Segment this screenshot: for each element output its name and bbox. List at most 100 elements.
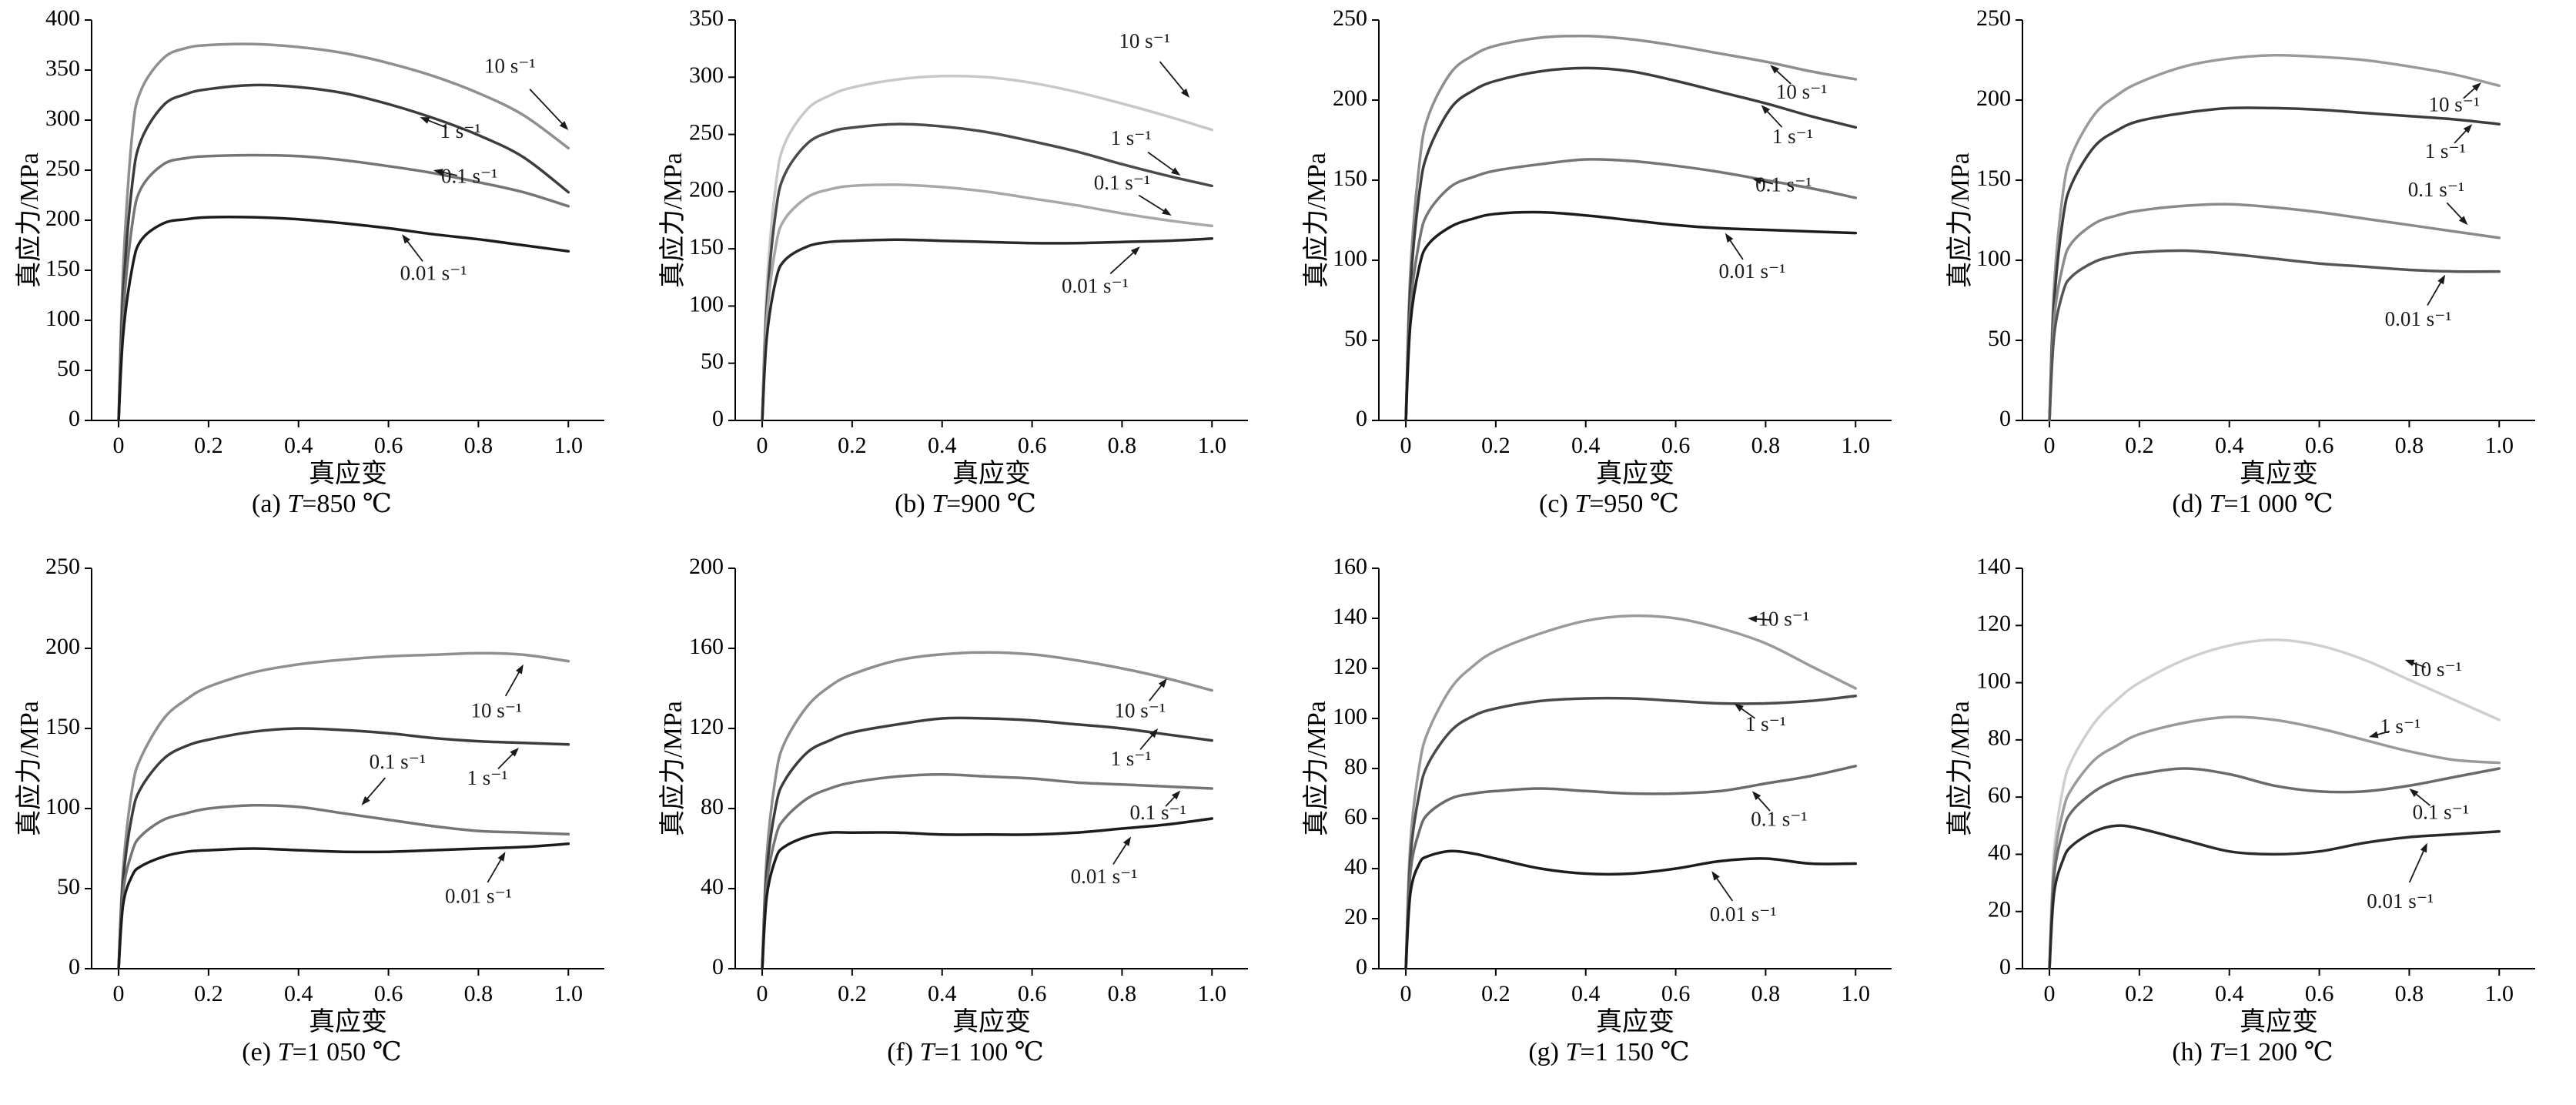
x-tick-label: 0.4 [1571,433,1601,458]
annotation-arrow [1165,795,1176,807]
series-line-1 s⁻¹ [2048,106,2501,422]
y-axis-label: 真应力/MPa [1945,701,1975,836]
panel-caption: (e) T=1 050 ℃ [242,1038,402,1066]
y-tick-label: 250 [45,156,80,181]
annotation-arrow [2454,129,2468,144]
y-tick-label: 200 [45,634,80,659]
x-axis-label: 真应变 [952,459,1031,487]
panel-chart-d: 0 50 100 150 200 250 0 0.2 0.4 0.6 0.8 1.0 真应变 真应力/MP… [1945,5,2535,487]
x-tick-label: 0.6 [1018,433,1047,458]
annotation-arrow [2414,792,2430,806]
annotation-label: 0.01 s⁻¹ [1071,865,1138,888]
y-tick-label: 400 [45,5,80,31]
annotation-arrow [1728,238,1744,260]
y-axis-label: 真应力/MPa [1945,152,1975,288]
annotation-label: 1 s⁻¹ [1111,747,1152,770]
annotation-label: 0.01 s⁻¹ [1710,902,1777,926]
series-line-10 s⁻¹ [1404,614,1858,970]
y-tick-label: 120 [689,714,724,739]
y-tick-label: 50 [57,356,80,381]
annotation-arrowhead [1149,728,1159,738]
annotation-arrowhead [2437,274,2446,285]
annotation-arrowhead [1711,871,1720,881]
y-tick-label: 200 [689,177,724,203]
annotation-label: 0.01 s⁻¹ [2385,307,2452,330]
annotation-arrow [504,670,521,697]
x-tick-label: 0 [113,433,125,458]
series-line-0.01 s⁻¹ [1404,210,1858,422]
series-line-10 s⁻¹ [1404,34,1858,422]
series-line-0.1 s⁻¹ [2048,203,2501,422]
y-tick-label: 60 [1344,804,1367,829]
y-tick-label: 150 [45,256,80,281]
annotation-arrow [1775,69,1791,85]
series-line-0.1 s⁻¹ [1404,765,1858,970]
annotation-arrow [2446,202,2464,221]
series-line-0.1 s⁻¹ [1404,158,1858,422]
x-tick-label: 0 [113,981,125,1006]
series-line-0.1 s⁻¹ [761,773,1214,970]
annotation-arrowhead [2404,659,2415,667]
panel-caption: (a) T=850 ℃ [252,490,392,518]
y-tick-label: 300 [689,62,724,88]
annotation-label: 0.01 s⁻¹ [2367,889,2434,912]
x-tick-label: 0 [1400,981,1412,1006]
y-tick-label: 250 [1976,5,2011,31]
annotation-label: 0.1 s⁻¹ [441,165,497,188]
annotation-arrow [1109,250,1136,275]
annotation-arrow [1112,842,1129,865]
series-line-1 s⁻¹ [1404,695,1858,970]
x-tick-label: 0.2 [1481,981,1510,1006]
annotation-arrow [1756,795,1771,812]
annotation-label: 1 s⁻¹ [1745,712,1786,735]
annotation-arrow [426,119,447,129]
y-tick-label: 160 [1333,554,1367,579]
series-line-1 s⁻¹ [117,727,570,970]
y-tick-label: 0 [1999,954,2011,979]
panel-a: 0 50 100 150 200 250 300 350 400 0 0.2 0.4 0.6 0.8 1.0… [0,3,644,551]
series-line-0.1 s⁻¹ [117,803,570,970]
annotation-arrowhead [1748,615,1758,623]
y-tick-label: 0 [1356,954,1367,979]
x-axis-label: 真应变 [1596,459,1674,487]
y-axis-label: 真应力/MPa [658,701,687,836]
x-axis-label: 真应变 [2240,1007,2318,1035]
series-line-0.01 s⁻¹ [117,842,570,970]
annotation-label: 10 s⁻¹ [484,55,536,78]
annotation-arrowhead [1180,88,1190,99]
annotation-label: 10 s⁻¹ [1119,29,1170,52]
annotation-label: 0.1 s⁻¹ [2413,801,2469,824]
annotation-arrowhead [1158,678,1167,688]
annotation-arrow [1754,618,1771,621]
annotation-arrow [1765,109,1783,128]
panel-caption: (c) T=950 ℃ [1539,490,1679,518]
y-tick-label: 0 [1356,406,1367,431]
y-tick-label: 140 [1333,604,1367,629]
x-tick-label: 0.6 [374,433,403,458]
x-tick-label: 1.0 [554,981,584,1006]
x-tick-label: 1.0 [1842,433,1871,458]
y-tick-label: 100 [1976,246,2011,271]
x-tick-label: 0.6 [1018,981,1047,1006]
y-tick-label: 100 [1976,668,2011,693]
annotation-arrow [1149,683,1163,702]
y-tick-label: 250 [1333,5,1367,31]
annotation-label: 0.1 s⁻¹ [2408,178,2464,201]
series-line-10 s⁻¹ [761,651,1214,970]
panel-caption: (b) T=900 ℃ [895,490,1036,518]
annotation-label: 0.1 s⁻¹ [1094,171,1150,194]
y-tick-label: 150 [45,714,80,739]
y-tick-label: 350 [45,55,80,81]
annotation-arrowhead [497,852,506,862]
x-tick-label: 0.8 [1751,981,1781,1006]
x-tick-label: 1.0 [1198,981,1227,1006]
y-axis-label: 真应力/MPa [658,152,687,288]
annotation-label: 10 s⁻¹ [1758,607,1809,630]
y-tick-label: 150 [1976,166,2011,191]
annotation-arrow [2427,280,2443,306]
x-tick-label: 0.8 [2395,433,2424,458]
y-tick-label: 50 [1988,326,2011,351]
annotation-label: 0.1 s⁻¹ [1129,801,1186,824]
y-tick-label: 50 [701,349,724,374]
